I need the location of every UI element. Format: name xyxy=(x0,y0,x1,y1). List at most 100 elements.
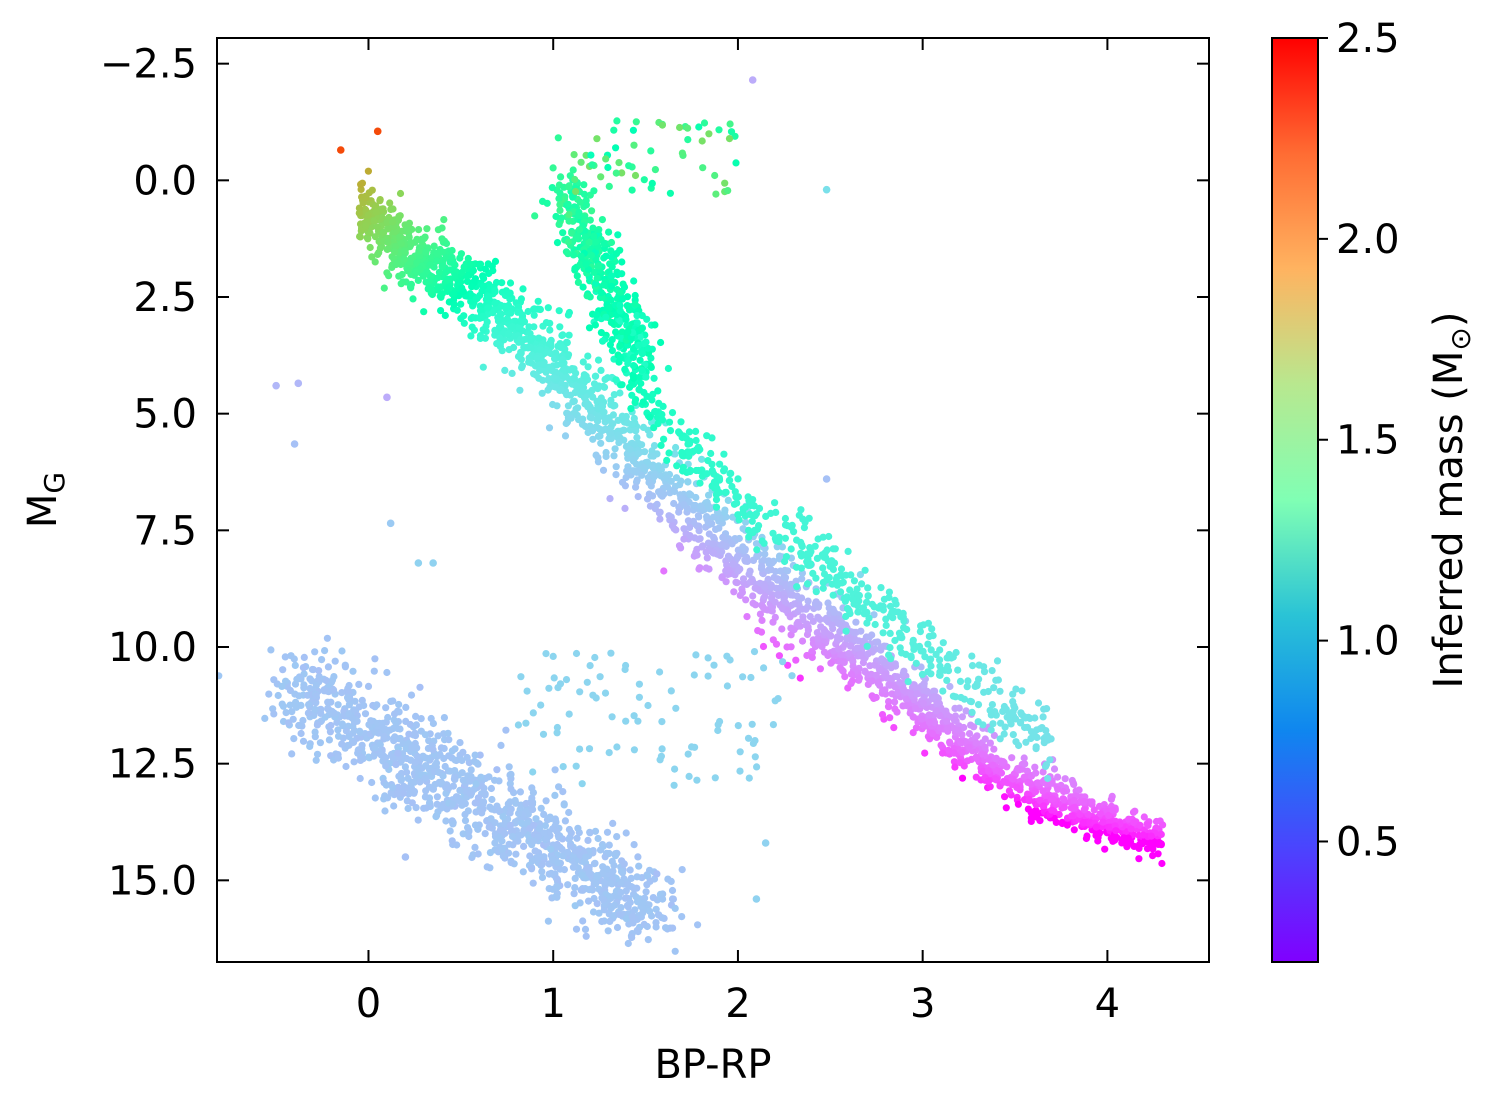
notable-point xyxy=(386,519,395,528)
scatter-point xyxy=(721,179,729,187)
scatter-point xyxy=(692,651,700,659)
scatter-point xyxy=(508,832,517,841)
y-tick-label: 0.0 xyxy=(133,158,197,204)
scatter-point xyxy=(746,567,754,575)
scatter-point xyxy=(958,749,966,757)
scatter-point xyxy=(403,768,411,776)
scatter-point xyxy=(487,784,495,793)
scatter-point xyxy=(433,793,441,801)
scatter-point xyxy=(1082,834,1090,843)
scatter-point xyxy=(372,202,380,210)
scatter-point xyxy=(632,427,640,435)
scatter-point xyxy=(565,835,573,843)
scatter-point xyxy=(608,857,616,866)
scatter-point xyxy=(767,566,775,574)
scatter-point xyxy=(383,269,391,277)
scatter-point xyxy=(338,647,346,655)
scatter-point xyxy=(887,655,895,663)
scatter-point xyxy=(936,656,944,664)
scatter-point xyxy=(677,477,685,485)
scatter-point xyxy=(709,540,717,548)
scatter-point xyxy=(471,799,479,807)
scatter-point xyxy=(466,260,474,268)
scatter-point xyxy=(580,181,588,189)
scatter-point xyxy=(537,701,545,709)
scatter-point xyxy=(618,295,627,303)
scatter-point xyxy=(585,238,594,246)
scatter-point xyxy=(751,526,759,534)
scatter-point xyxy=(622,915,631,923)
scatter-point xyxy=(578,871,586,879)
scatter-point xyxy=(670,487,679,496)
scatter-point xyxy=(547,845,555,853)
scatter-point xyxy=(635,680,644,688)
scatter-point xyxy=(1079,819,1087,827)
scatter-point xyxy=(639,398,647,406)
scatter-point xyxy=(478,312,487,320)
scatter-point xyxy=(615,439,623,447)
scatter-point xyxy=(568,229,576,237)
scatter-point xyxy=(936,662,944,670)
scatter-point xyxy=(474,850,482,858)
scatter-point xyxy=(481,830,489,838)
scatter-point xyxy=(627,874,635,883)
scatter-point xyxy=(919,721,927,729)
colorbar xyxy=(1271,37,1319,963)
scatter-point xyxy=(921,653,929,661)
scatter-point xyxy=(590,187,598,195)
scatter-point xyxy=(850,628,858,637)
scatter-point xyxy=(894,689,902,697)
scatter-point xyxy=(553,723,562,732)
scatter-point xyxy=(622,315,630,324)
notable-point xyxy=(336,146,345,154)
scatter-point xyxy=(751,601,760,609)
scatter-point xyxy=(814,535,822,543)
scatter-point xyxy=(927,662,935,670)
scatter-point xyxy=(350,758,358,766)
scatter-point xyxy=(488,795,496,804)
scatter-point xyxy=(616,289,625,297)
scatter-point xyxy=(881,671,889,679)
scatter-point xyxy=(877,584,885,592)
scatter-point xyxy=(594,356,603,364)
scatter-point xyxy=(676,429,684,438)
scatter-point xyxy=(548,184,556,192)
scatter-point xyxy=(530,837,538,845)
scatter-point xyxy=(635,341,643,349)
scatter-point xyxy=(594,262,603,270)
scatter-point xyxy=(955,704,963,712)
scatter-point xyxy=(357,180,365,188)
scatter-point xyxy=(497,741,505,750)
scatter-point xyxy=(639,899,647,907)
scatter-point xyxy=(364,235,372,243)
scatter-point xyxy=(954,726,962,734)
scatter-point xyxy=(543,199,551,207)
scatter-point xyxy=(537,804,545,812)
scatter-point xyxy=(556,323,564,331)
scatter-point xyxy=(528,865,536,873)
scatter-point xyxy=(1048,806,1056,814)
scatter-point xyxy=(699,164,707,172)
scatter-point xyxy=(882,615,890,623)
scatter-point xyxy=(659,402,667,410)
scatter-point xyxy=(364,167,372,175)
scatter-point xyxy=(806,613,814,621)
scatter-point xyxy=(816,665,825,673)
y-tick-label: 7.5 xyxy=(133,508,197,554)
scatter-point xyxy=(628,186,636,194)
scatter-point xyxy=(507,770,515,779)
scatter-point xyxy=(517,349,525,357)
scatter-point xyxy=(615,159,623,167)
scatter-point xyxy=(792,656,800,664)
y-tick-label: 2.5 xyxy=(133,275,197,321)
scatter-point xyxy=(619,426,628,434)
scatter-point xyxy=(715,524,723,532)
scatter-point xyxy=(988,667,996,675)
scatter-point xyxy=(695,123,703,131)
scatter-point xyxy=(373,719,381,728)
scatter-point xyxy=(1070,826,1078,834)
scatter-point xyxy=(634,493,642,501)
scatter-point xyxy=(835,620,843,628)
scatter-point xyxy=(771,598,779,606)
scatter-point xyxy=(407,691,416,699)
